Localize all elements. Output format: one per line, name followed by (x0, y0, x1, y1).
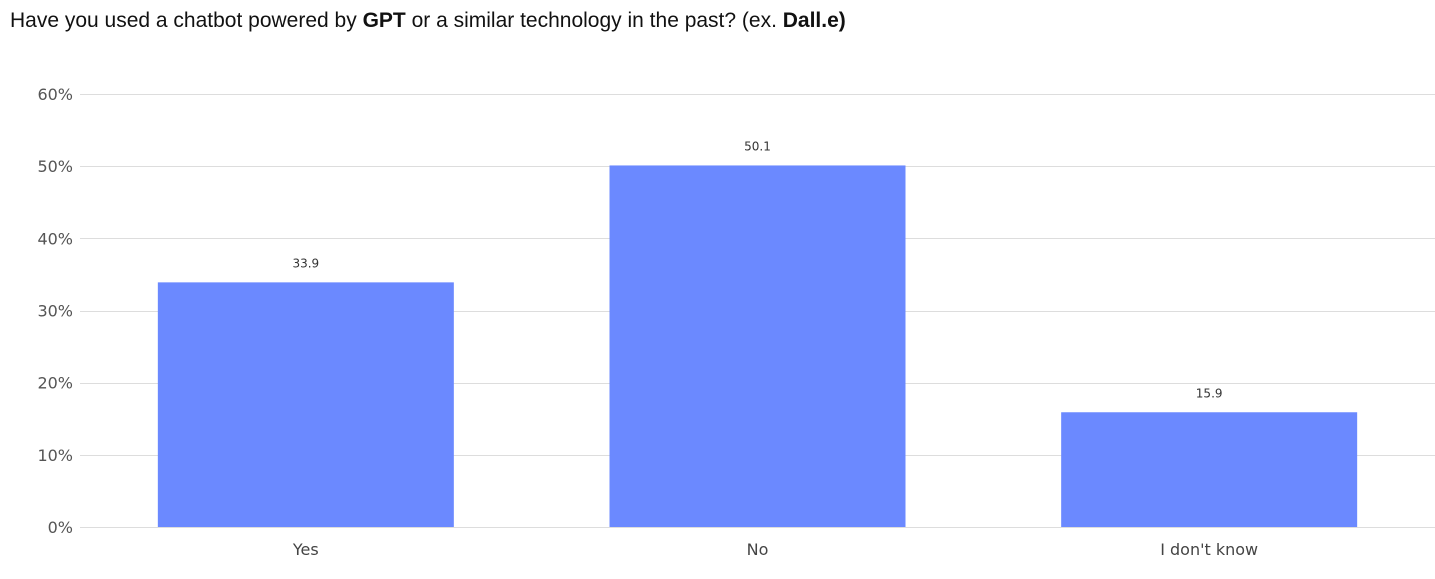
y-tick-label: 50% (37, 157, 73, 176)
x-axis-categories: Yes No I don't know (292, 540, 1258, 559)
bars (157, 165, 1358, 527)
x-category-label: No (747, 540, 769, 559)
y-tick-label: 10% (37, 446, 73, 465)
y-tick-label: 60% (37, 85, 73, 104)
chart-title: Have you used a chatbot powered by GPT o… (10, 9, 846, 33)
title-part: or a similar technology in the past? (ex… (405, 9, 783, 32)
bar (157, 282, 454, 527)
y-axis-ticks: 0% 10% 20% 30% 40% 50% 60% (37, 85, 73, 537)
title-part: Have you used a chatbot powered by (10, 9, 363, 32)
data-labels: 33.9 50.1 15.9 (292, 139, 1222, 400)
bar (1061, 412, 1358, 527)
data-label: 50.1 (744, 139, 771, 153)
x-category-label: I don't know (1160, 540, 1258, 559)
title-part-bold: GPT (362, 9, 406, 32)
y-tick-label: 0% (48, 518, 73, 537)
y-tick-label: 30% (37, 302, 73, 321)
bar (609, 165, 906, 527)
y-tick-label: 20% (37, 374, 73, 393)
title-part-bold: Dall.e) (782, 9, 846, 32)
data-label: 33.9 (292, 256, 319, 270)
x-category-label: Yes (292, 540, 319, 559)
data-label: 15.9 (1196, 386, 1223, 400)
y-tick-label: 40% (37, 229, 73, 248)
